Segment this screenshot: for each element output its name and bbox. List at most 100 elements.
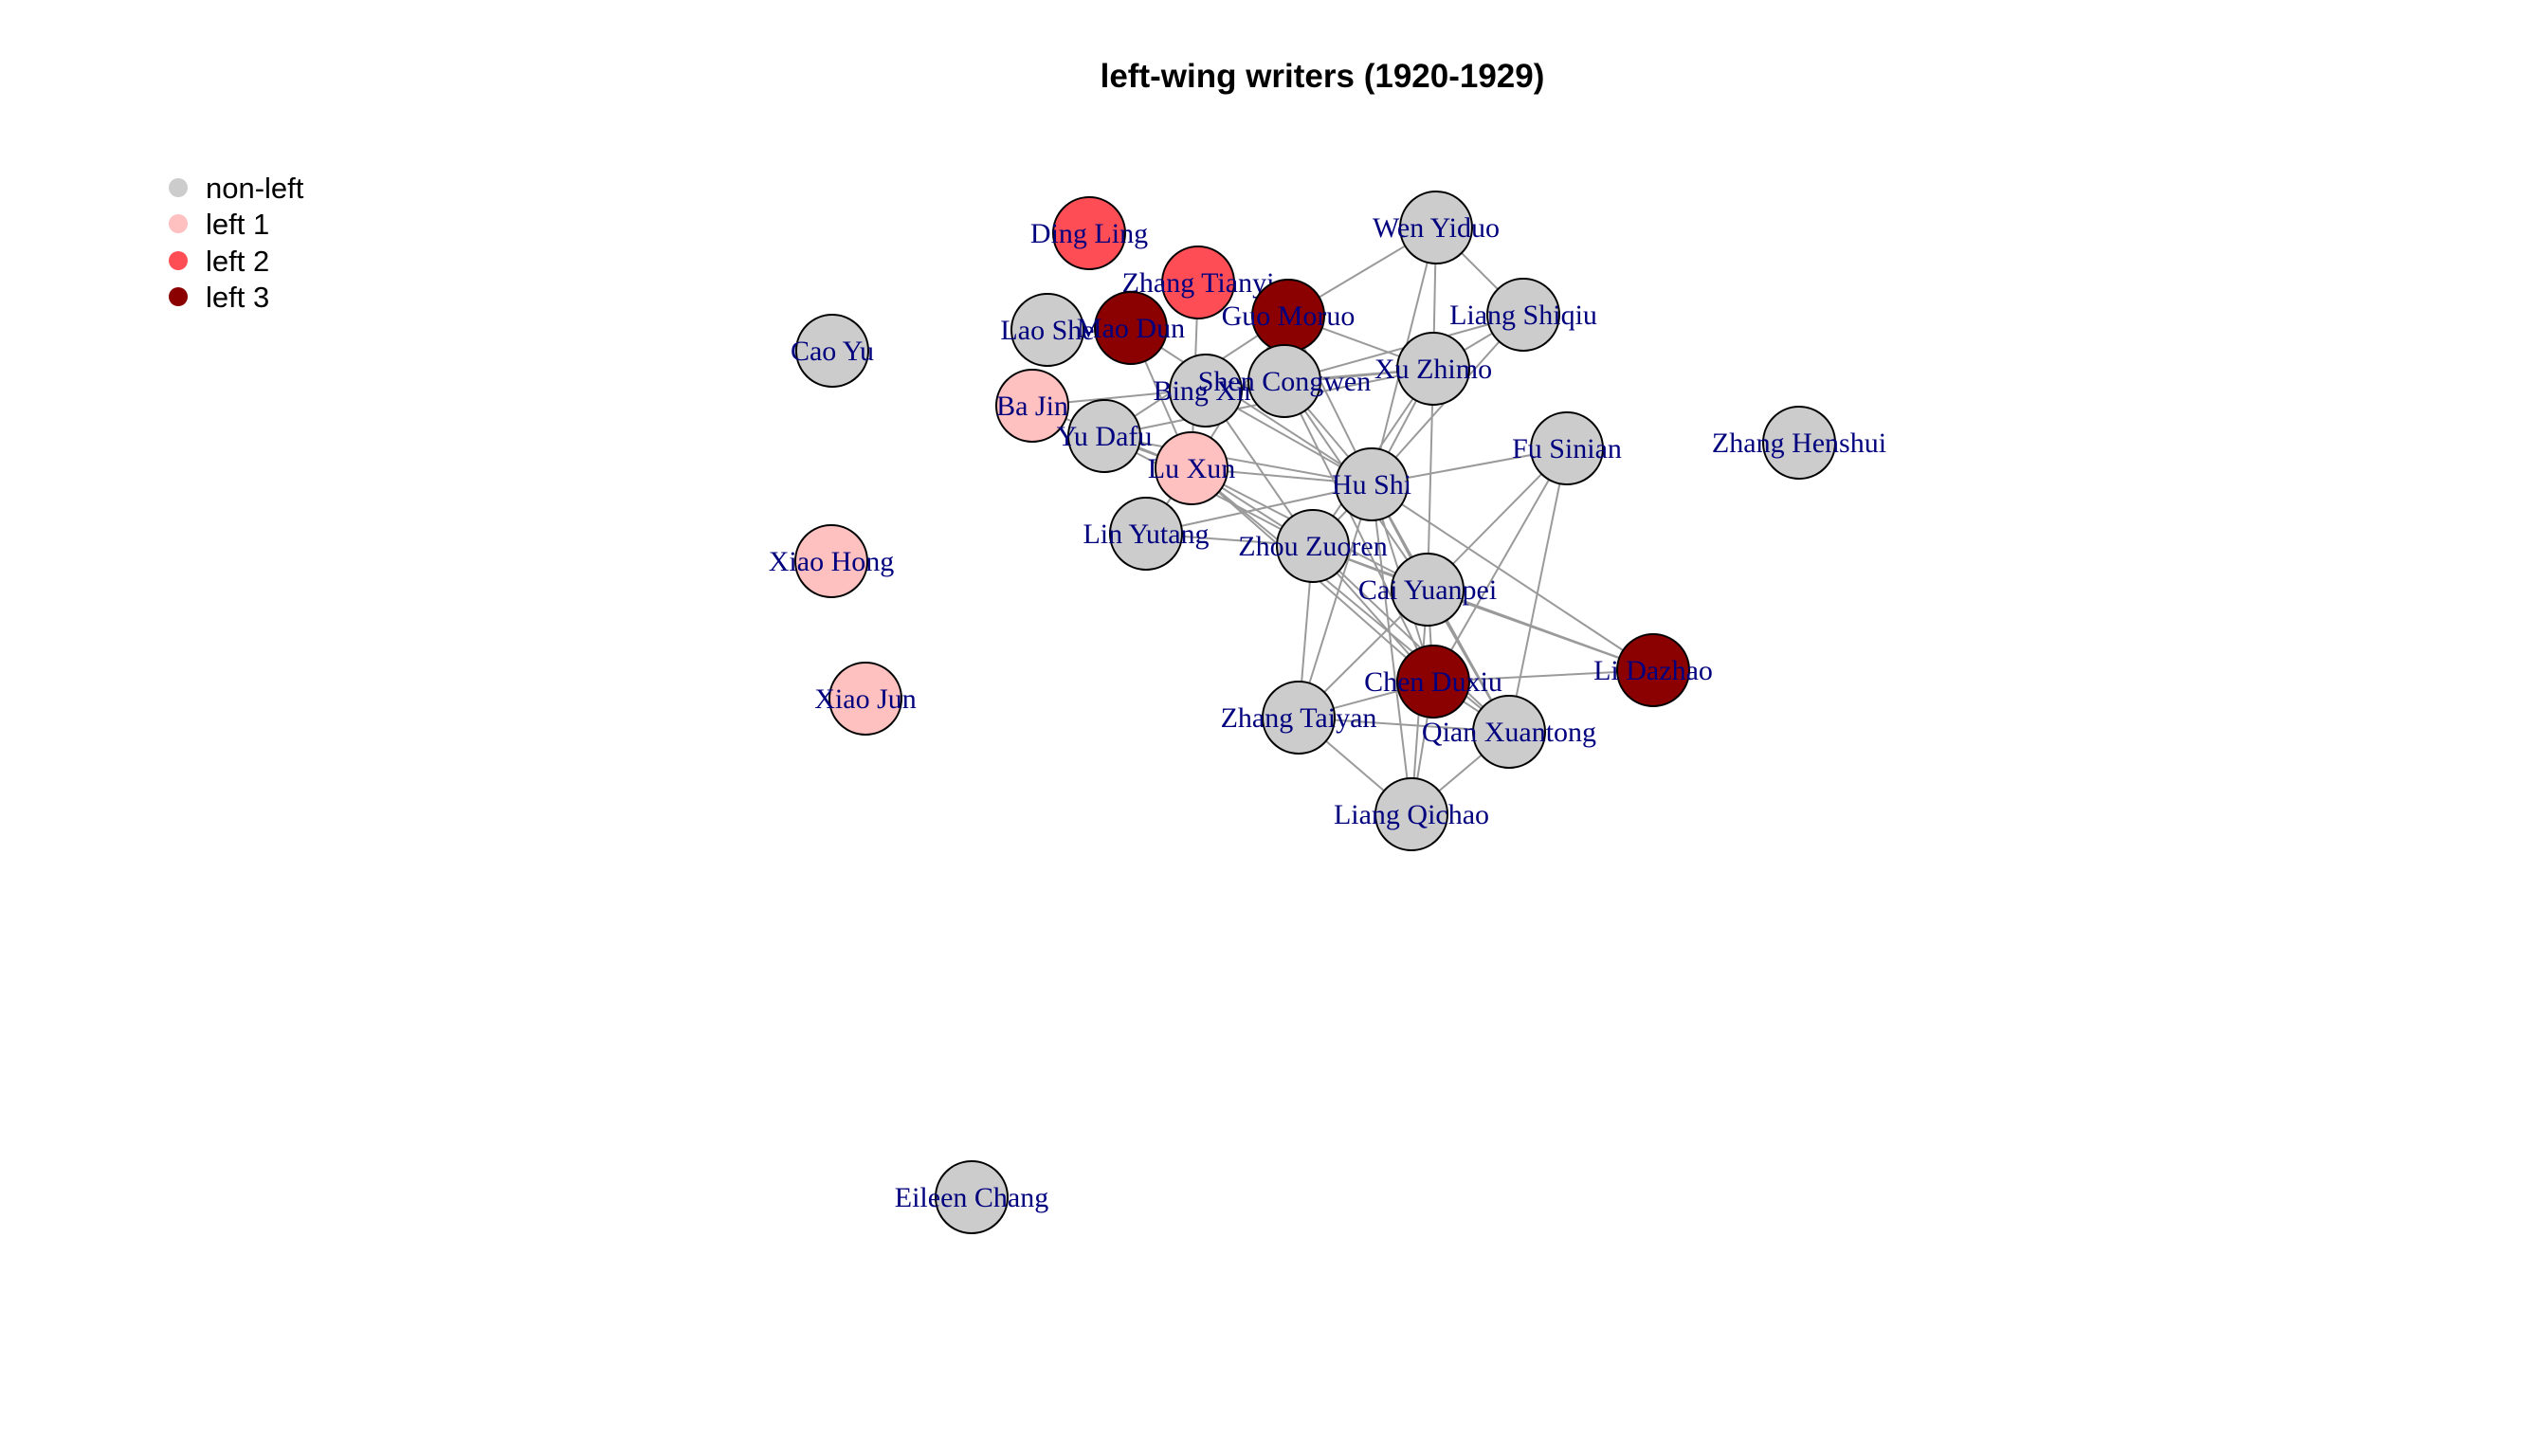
node-circle — [1472, 695, 1546, 769]
edge-fu_sinian-chen_duxiu — [1432, 447, 1568, 682]
node-label: Zhou Zuoren — [1238, 531, 1387, 562]
node-circle — [795, 314, 869, 388]
node-guo_moruo: Guo Moruo — [1222, 279, 1356, 353]
node-layer: Cao Yu Xiao Hong Xiao Jun Eileen Chang Ding … — [769, 191, 1886, 1234]
node-circle — [1276, 509, 1350, 583]
node-label: Wen Yiduo — [1373, 212, 1500, 244]
node-label: Mao Dun — [1077, 313, 1185, 344]
node-label: Hu Shi — [1332, 469, 1411, 500]
node-circle — [1530, 411, 1604, 485]
node-label: Zhang Tianyi — [1122, 267, 1275, 299]
node-cao_yu: Cao Yu — [791, 314, 874, 388]
node-fu_sinian: Fu Sinian — [1512, 411, 1622, 485]
chart-title: left-wing writers (1920-1929) — [1101, 58, 1545, 95]
node-label: Liang Qichao — [1334, 799, 1489, 830]
node-circle — [1169, 354, 1243, 428]
edge-yu_dafu-hu_shi — [1103, 435, 1373, 485]
legend-label-left-2: left 2 — [206, 245, 269, 278]
node-zhang_taiyan: Zhang Taiyan — [1221, 681, 1377, 755]
node-circle — [1262, 681, 1336, 755]
node-label: Lin Yutang — [1083, 519, 1209, 550]
edge-hu_shi-li_dazhao — [1371, 483, 1654, 671]
node-circle — [1374, 777, 1448, 851]
node-label: Eileen Chang — [895, 1182, 1048, 1213]
node-circle — [1155, 431, 1228, 505]
legend-label-non-left: non-left — [206, 172, 304, 205]
node-label: Xiao Jun — [814, 683, 917, 715]
node-label: Guo Moruo — [1222, 300, 1356, 332]
node-circle — [1161, 246, 1235, 319]
node-label: Fu Sinian — [1512, 433, 1622, 464]
edge-hu_shi-zhang_taiyan — [1298, 483, 1373, 719]
node-label: Cai Yuanpei — [1358, 574, 1497, 606]
node-bing_xin: Bing Xin — [1154, 354, 1259, 428]
node-lin_yutang: Lin Yutang — [1083, 497, 1210, 571]
node-label: Cao Yu — [791, 336, 874, 367]
node-label: Ding Ling — [1030, 218, 1148, 249]
node-label: Lao She — [1000, 315, 1094, 346]
edge-fu_sinian-qian_xuantong — [1508, 447, 1568, 733]
node-label: Bing Xin — [1154, 375, 1259, 407]
edge-shen_congwen-chen_duxiu — [1283, 380, 1434, 682]
legend-swatch-left-2 — [169, 251, 188, 270]
node-circle — [935, 1160, 1009, 1234]
node-circle — [1391, 553, 1465, 627]
legend-swatch-non-left — [169, 178, 188, 197]
node-label: Yu Dafu — [1057, 421, 1153, 452]
node-circle — [1396, 332, 1470, 406]
node-circle — [1762, 406, 1836, 480]
node-liang_shiqiu: Liang Shiqiu — [1449, 278, 1597, 352]
node-circle — [794, 524, 868, 598]
node-eileen_chang: Eileen Chang — [895, 1160, 1048, 1234]
node-label: Xu Zhimo — [1374, 354, 1492, 385]
edge-zhou_zuoren-qian_xuantong — [1312, 545, 1510, 733]
legend-label-left-3: left 3 — [206, 281, 269, 314]
node-label: Li Dazhao — [1593, 655, 1713, 686]
edge-lin_yutang-hu_shi — [1145, 483, 1373, 535]
node-hu_shi: Hu Shi — [1332, 447, 1411, 521]
node-wen_yiduo: Wen Yiduo — [1373, 191, 1500, 264]
node-mao_dun: Mao Dun — [1077, 291, 1185, 365]
node-yu_dafu: Yu Dafu — [1057, 399, 1153, 473]
node-circle — [1399, 191, 1473, 264]
node-circle — [1486, 278, 1560, 352]
node-circle — [1109, 497, 1183, 571]
node-circle — [1247, 344, 1321, 418]
node-zhang_henshui: Zhang Henshui — [1712, 406, 1886, 480]
node-label: Qian Xuantong — [1422, 717, 1596, 748]
node-xu_zhimo: Xu Zhimo — [1374, 332, 1492, 406]
node-qian_xuantong: Qian Xuantong — [1422, 695, 1596, 769]
node-circle — [1010, 293, 1084, 367]
node-circle — [1396, 645, 1470, 719]
node-circle — [828, 662, 902, 736]
edge-ba_jin-shen_congwen — [1031, 380, 1285, 407]
node-li_dazhao: Li Dazhao — [1593, 633, 1713, 707]
node-lu_xun: Lu Xun — [1148, 431, 1236, 505]
legend-label-left-1: left 1 — [206, 208, 269, 241]
node-label: Chen Duxiu — [1364, 666, 1502, 698]
legend-swatch-left-3 — [169, 287, 188, 306]
legend-swatch-left-1 — [169, 214, 188, 233]
node-circle — [1616, 633, 1690, 707]
node-zhou_zuoren: Zhou Zuoren — [1238, 509, 1388, 583]
node-liang_qichao: Liang Qichao — [1334, 777, 1489, 851]
node-zhang_tianyi: Zhang Tianyi — [1122, 246, 1275, 319]
node-label: Zhang Taiyan — [1221, 702, 1377, 734]
edge-cai_yuanpei-li_dazhao — [1427, 589, 1654, 671]
node-circle — [1335, 447, 1409, 521]
node-label: Zhang Henshui — [1712, 428, 1886, 459]
node-circle — [1052, 196, 1126, 270]
node-shen_congwen: Shen Congwen — [1198, 344, 1371, 418]
node-ba_jin: Ba Jin — [995, 369, 1069, 443]
node-label: Lu Xun — [1148, 453, 1236, 484]
node-ding_ling: Ding Ling — [1030, 196, 1148, 270]
node-xiao_hong: Xiao Hong — [769, 524, 894, 598]
legend: non-left left 1 left 2 left 3 — [169, 172, 304, 314]
node-circle — [995, 369, 1069, 443]
node-circle — [1094, 291, 1168, 365]
node-cai_yuanpei: Cai Yuanpei — [1358, 553, 1497, 627]
node-xiao_jun: Xiao Jun — [814, 662, 917, 736]
node-label: Xiao Hong — [769, 546, 894, 577]
node-chen_duxiu: Chen Duxiu — [1364, 645, 1502, 719]
